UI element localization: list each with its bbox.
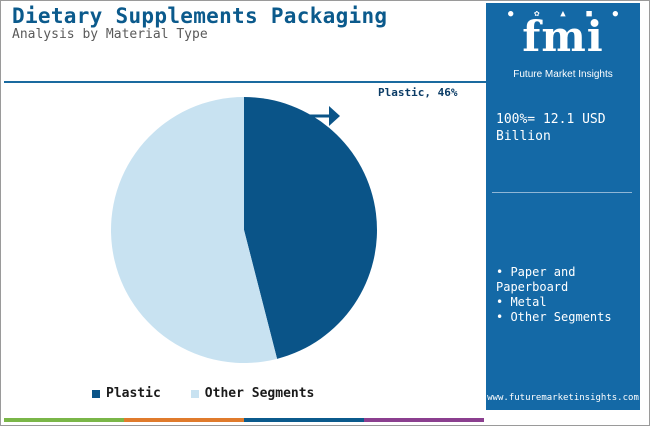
bottom-bar-purple <box>364 418 484 422</box>
leaf-icon: ✿ <box>534 9 540 19</box>
pie-slice-other-segments <box>111 96 278 363</box>
other-segment-item: • Other Segments <box>496 310 612 324</box>
legend-swatch-plastic <box>92 389 100 398</box>
bottom-bar-blue <box>244 418 364 422</box>
other-segment-item: • Metal <box>496 295 547 309</box>
globe-icon: ● <box>508 9 514 19</box>
legend-label-plastic: Plastic <box>106 386 161 401</box>
label-arrow-head <box>329 106 340 126</box>
legend-swatch-other-segments <box>190 389 199 398</box>
side-panel: ● ✿ ▲ ■ ● fmi Future Market Insights 100… <box>486 3 640 410</box>
website-url: www.futuremarketinsights.com <box>487 393 639 403</box>
pie-chart <box>111 96 378 363</box>
panel-divider <box>492 192 632 193</box>
chart-title: Dietary Supplements Packaging <box>12 4 388 28</box>
chart-legend: Plastic Other Segments <box>92 386 344 401</box>
legend-item-other-segments: Other Segments <box>190 386 315 401</box>
other-segment-item: • Paper and Paperboard <box>496 265 576 294</box>
people-icon: ● <box>612 9 618 19</box>
bottom-bar-orange <box>124 418 244 422</box>
chart-subtitle: Analysis by Material Type <box>12 27 208 42</box>
other-segments-list: • Paper and Paperboard • Metal • Other S… <box>496 265 636 325</box>
pie-data-label: Plastic, 46% <box>378 86 458 99</box>
pie-slice-plastic <box>244 97 378 359</box>
market-total: 100%= 12.1 USD Billion <box>496 112 606 144</box>
title-divider <box>4 81 486 83</box>
brand-tagline: Future Market Insights <box>513 69 613 80</box>
bottom-color-bar <box>4 418 484 422</box>
logo-icon-row: ● ✿ ▲ ■ ● <box>508 9 618 19</box>
legend-item-plastic: Plastic <box>92 386 161 401</box>
chart-icon: ■ <box>586 9 592 19</box>
legend-label-other-segments: Other Segments <box>204 386 315 401</box>
cart-icon: ▲ <box>560 9 566 19</box>
bottom-bar-green <box>4 418 124 422</box>
brand-logo: fmi <box>522 12 604 61</box>
